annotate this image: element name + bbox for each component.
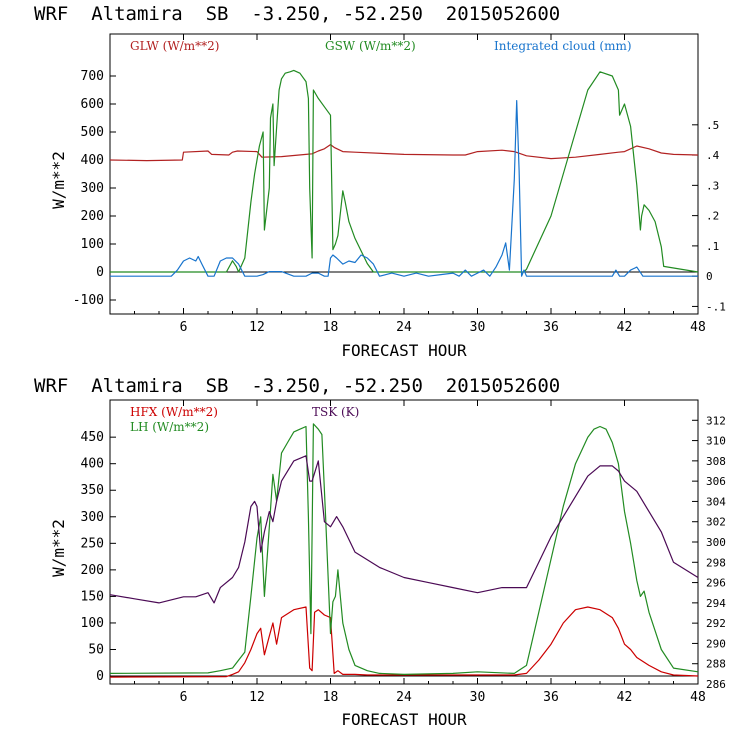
y2-tick-label: 312 xyxy=(706,414,726,427)
y-tick-label: 200 xyxy=(81,209,104,224)
y2-tick-label: 308 xyxy=(706,455,726,468)
y2-tick-label: 0 xyxy=(706,270,713,283)
x-tick-label: 42 xyxy=(617,690,633,705)
chart-top-series xyxy=(109,69,699,277)
x-tick-label: 42 xyxy=(617,320,633,335)
chart-bottom-y-axis: 0 50 100 150 200 250 300 350 400 450 xyxy=(81,430,116,684)
y2-tick-label: -.1 xyxy=(706,300,726,313)
y-tick-label: 450 xyxy=(81,430,104,445)
chart-top-title: WRF Altamira SB -3.250, -52.250 20150526… xyxy=(34,3,560,25)
y-tick-label: 100 xyxy=(81,616,104,631)
x-tick-label: 6 xyxy=(180,320,188,335)
y-tick-label: 300 xyxy=(81,181,104,196)
chart-top-ylabel: W/m**2 xyxy=(49,151,68,209)
chart-bottom-x-axis: 6 12 18 24 30 36 42 48 xyxy=(134,400,706,705)
y2-tick-label: 306 xyxy=(706,475,726,488)
y2-tick-label: 298 xyxy=(706,556,726,569)
y2-tick-label: 290 xyxy=(706,637,726,650)
series-line-integrated xyxy=(110,99,698,277)
x-tick-label: 30 xyxy=(470,320,486,335)
chart-bottom-y2-axis: 286 288 290 292 294 296 298 300 302 304 306 308 310 3… xyxy=(692,414,726,691)
y2-tick-label: .2 xyxy=(706,210,719,223)
chart-bottom: WRF Altamira SB -3.250, -52.250 20150526… xyxy=(34,375,726,729)
y-tick-label: 600 xyxy=(81,97,104,112)
chart-bottom-xlabel: FORECAST HOUR xyxy=(341,710,467,729)
x-tick-label: 48 xyxy=(690,320,706,335)
y-tick-label: -100 xyxy=(73,293,104,308)
y-tick-label: 300 xyxy=(81,510,104,525)
legend-hfx: HFX (W/m**2) xyxy=(130,405,218,419)
chart-top-y-axis: -100 0 100 200 300 400 500 600 700 xyxy=(73,69,116,308)
legend-tsk: TSK (K) xyxy=(312,405,359,419)
x-tick-label: 36 xyxy=(543,320,559,335)
series-line-gsw xyxy=(110,69,699,273)
chart-top-xlabel: FORECAST HOUR xyxy=(341,341,467,360)
y2-tick-label: 288 xyxy=(706,658,726,671)
y2-tick-label: 302 xyxy=(706,516,726,529)
y2-tick-label: 300 xyxy=(706,536,726,549)
chart-top: WRF Altamira SB -3.250, -52.250 20150526… xyxy=(34,3,726,360)
y2-tick-label: 310 xyxy=(706,435,726,448)
y-tick-label: 100 xyxy=(81,237,104,252)
x-tick-label: 12 xyxy=(249,320,265,335)
x-tick-label: 48 xyxy=(690,690,706,705)
y2-tick-label: .4 xyxy=(706,149,720,162)
y-tick-label: 150 xyxy=(81,589,104,604)
series-line-lh xyxy=(109,423,699,676)
y2-tick-label: .1 xyxy=(706,240,719,253)
legend-gsw: GSW (W/m**2) xyxy=(325,39,416,53)
chart-top-y2-axis: -.1 0 .1 .2 .3 .4 .5 xyxy=(692,119,726,313)
x-tick-label: 36 xyxy=(543,690,559,705)
y-tick-label: 400 xyxy=(81,457,104,472)
chart-bottom-frame xyxy=(109,399,699,685)
y2-tick-label: .5 xyxy=(706,119,719,132)
y-tick-label: 400 xyxy=(81,153,104,168)
x-tick-label: 12 xyxy=(249,690,265,705)
y2-tick-label: 304 xyxy=(706,495,726,508)
y-tick-label: 50 xyxy=(88,642,104,657)
y2-tick-label: 292 xyxy=(706,617,726,630)
y-tick-label: 250 xyxy=(81,536,104,551)
y-tick-label: 700 xyxy=(81,69,104,84)
chart-bottom-title: WRF Altamira SB -3.250, -52.250 20150526… xyxy=(34,375,560,397)
x-tick-label: 30 xyxy=(470,690,486,705)
y2-tick-label: .3 xyxy=(706,179,719,192)
x-tick-label: 18 xyxy=(323,690,339,705)
y2-tick-label: 294 xyxy=(706,597,726,610)
legend-integrated-cloud: Integrated cloud (mm) xyxy=(494,39,632,53)
series-line-tsk xyxy=(109,455,699,604)
legend-lh: LH (W/m**2) xyxy=(130,420,209,434)
chart-top-x-axis: 6 12 18 24 30 36 42 48 xyxy=(134,34,706,335)
chart-bottom-ylabel: W/m**2 xyxy=(49,519,68,577)
series-line-glw xyxy=(109,144,699,162)
x-tick-label: 24 xyxy=(396,320,412,335)
y2-tick-label: 296 xyxy=(706,577,726,590)
series-line-hfx xyxy=(109,606,699,678)
x-tick-label: 24 xyxy=(396,690,412,705)
chart-bottom-series xyxy=(109,423,699,678)
y2-tick-label: 286 xyxy=(706,678,726,691)
y-tick-label: 0 xyxy=(96,265,104,280)
y-tick-label: 350 xyxy=(81,483,104,498)
x-tick-label: 18 xyxy=(323,320,339,335)
x-tick-label: 6 xyxy=(180,690,188,705)
y-tick-label: 0 xyxy=(96,669,104,684)
legend-glw: GLW (W/m**2) xyxy=(130,39,219,53)
y-tick-label: 500 xyxy=(81,125,104,140)
y-tick-label: 200 xyxy=(81,563,104,578)
